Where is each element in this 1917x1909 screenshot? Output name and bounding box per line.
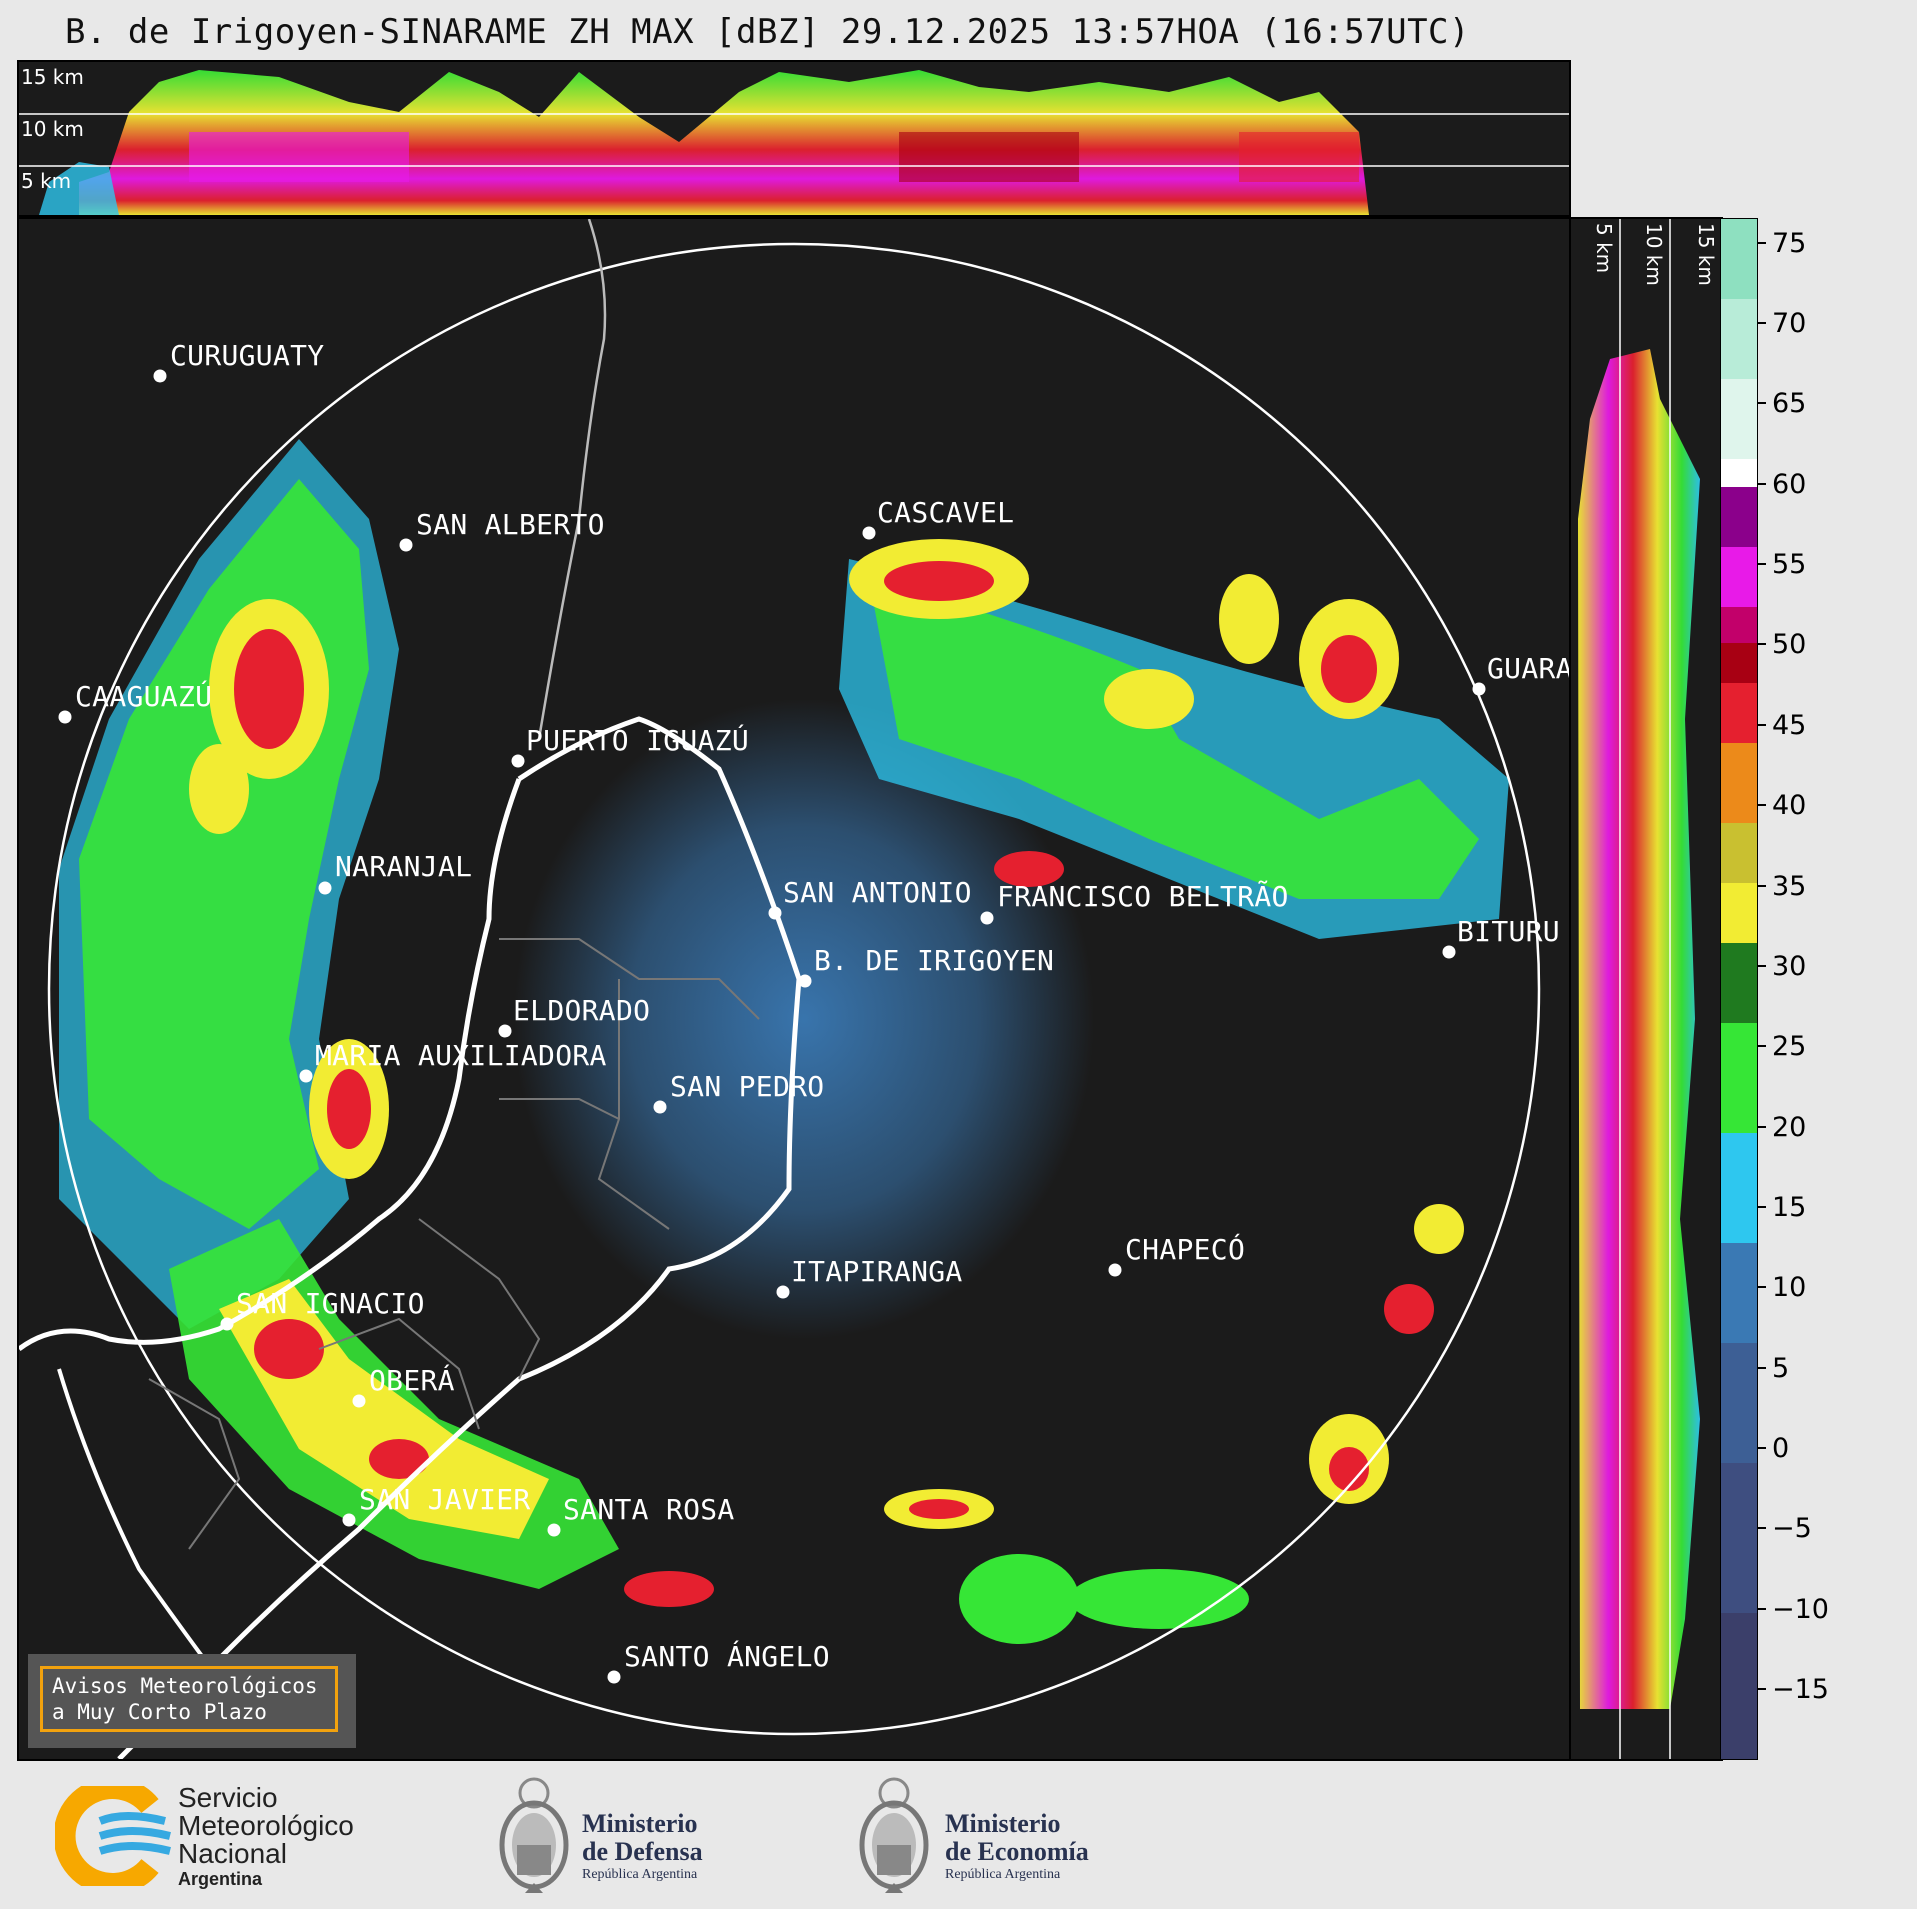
notice-frame: Avisos Meteorológicos a Muy Corto Plazo [40, 1666, 338, 1732]
paraguay-brazil-border [537, 219, 607, 740]
map-title: B. de Irigoyen-SINARAME ZH MAX [dBZ] 29.… [65, 12, 1470, 52]
economia-logo-line-3: República Argentina [945, 1867, 1061, 1882]
right-alt-15km: 15 km [1694, 223, 1718, 286]
colorbar-label-70: 70 [1772, 308, 1807, 339]
notice-line-1: Avisos Meteorológicos [52, 1674, 318, 1698]
colorbar-label-35: 35 [1772, 871, 1807, 902]
top-cross-section-plot [19, 70, 1569, 215]
top-alt-5km: 5 km [21, 169, 72, 193]
city-label-san-ignacio: SAN IGNACIO [236, 1287, 425, 1320]
colorbar-label-55: 55 [1772, 549, 1807, 580]
city-label-san-alberto: SAN ALBERTO [416, 508, 605, 541]
city-label-eldorado: ELDORADO [513, 994, 651, 1027]
ground-clutter [514, 699, 1094, 1339]
colorbar-gradient [1721, 219, 1757, 1759]
colorbar-label-minus10: −10 [1772, 1594, 1829, 1625]
city-label-bituru: BITURU [1457, 915, 1560, 948]
colorbar-label-65: 65 [1772, 388, 1807, 419]
colorbar-label-25: 25 [1772, 1031, 1807, 1062]
radar-map [19, 219, 1541, 1759]
right-alt-10km: 10 km [1642, 223, 1666, 286]
smn-logo-line-3: Nacional [178, 1838, 287, 1869]
dbz-colorbar [1720, 218, 1758, 1760]
city-label-b-de-irigoyen: B. DE IRIGOYEN [814, 944, 1055, 977]
city-label-maria-auxiliadora: MARIA AUXILIADORA [315, 1039, 607, 1072]
city-label-chapeco: CHAPECÓ [1125, 1233, 1246, 1266]
colorbar-label-minus5: −5 [1772, 1513, 1812, 1544]
storm-cells-southwest [169, 1219, 714, 1607]
city-label-guara: GUARA [1487, 652, 1569, 685]
radar-range-ring [47, 242, 1541, 1736]
notice-box: Avisos Meteorológicos a Muy Corto Plazo [28, 1654, 356, 1748]
right-cross-section-panel: 5 km 10 km 15 km [1568, 217, 1723, 1761]
colorbar-label-50: 50 [1772, 629, 1807, 660]
city-label-naranjal: NARANJAL [335, 850, 473, 883]
colorbar-label-75: 75 [1772, 228, 1807, 259]
right-cross-section-plot [1578, 219, 1700, 1759]
right-alt-5km: 5 km [1592, 223, 1616, 274]
city-label-santo-angelo: SANTO ÁNGELO [624, 1640, 830, 1673]
top-alt-10km: 10 km [21, 117, 84, 141]
misiones-border-east [117, 716, 802, 1759]
department-borders [148, 938, 760, 1550]
top-alt-15km: 15 km [21, 65, 84, 89]
storm-cells-southeast [884, 1204, 1464, 1644]
colorbar-label-5: 5 [1772, 1353, 1790, 1384]
city-label-obera: OBERÁ [369, 1364, 455, 1397]
city-label-san-pedro: SAN PEDRO [670, 1070, 825, 1103]
storm-cells-northeast [839, 539, 1509, 939]
colorbar-label-minus15: −15 [1772, 1674, 1829, 1705]
argentina-coat-of-arms-icon [859, 1777, 929, 1893]
city-label-francisco-beltrao: FRANCISCO BELTRÃO [997, 880, 1289, 913]
colorbar-label-10: 10 [1772, 1272, 1807, 1303]
storm-cells-west [59, 439, 399, 1329]
defensa-logo-line-1: Ministerio [582, 1809, 698, 1838]
economia-logo-line-2: de Economía [945, 1837, 1089, 1866]
city-label-caaguazu: CAAGUAZÚ [75, 680, 213, 713]
city-label-puerto-iguazu: PUERTO IGUAZÚ [526, 724, 750, 757]
city-label-itapiranga: ITAPIRANGA [791, 1255, 963, 1288]
city-label-san-javier: SAN JAVIER [359, 1483, 531, 1516]
colorbar-label-15: 15 [1772, 1192, 1807, 1223]
defensa-logo-line-3: República Argentina [582, 1867, 698, 1882]
colorbar-label-45: 45 [1772, 710, 1807, 741]
defensa-logo-line-2: de Defensa [582, 1837, 703, 1866]
footer-logos: Servicio Meteorológico Nacional Argentin… [0, 1760, 1917, 1909]
city-label-cascavel: CASCAVEL [877, 496, 1015, 529]
colorbar-label-60: 60 [1772, 469, 1807, 500]
economia-logo-line-1: Ministerio [945, 1809, 1061, 1838]
colorbar-label-0: 0 [1772, 1433, 1790, 1464]
colorbar-label-40: 40 [1772, 790, 1807, 821]
smn-logo-line-1: Servicio [178, 1782, 278, 1813]
argentina-coat-of-arms-icon [499, 1777, 569, 1893]
city-markers [58, 369, 1486, 1684]
smn-logo-line-2: Meteorológico [178, 1810, 354, 1841]
radar-map-panel[interactable]: CURUGUATY SAN ALBERTO CAAGUAZÚ PUERTO IG… [17, 217, 1571, 1761]
smn-logo-icon [55, 1786, 171, 1886]
top-cross-section-panel: 15 km 10 km 5 km [17, 60, 1571, 217]
city-label-santa-rosa: SANTA ROSA [563, 1493, 735, 1526]
notice-line-2: a Muy Corto Plazo [52, 1700, 267, 1724]
misiones-border-west [19, 778, 522, 1352]
colorbar-label-30: 30 [1772, 951, 1807, 982]
colorbar-label-20: 20 [1772, 1112, 1807, 1143]
smn-logo-line-4: Argentina [178, 1869, 263, 1889]
corrientes-border [57, 1368, 221, 1681]
city-label-san-antonio: SAN ANTONIO [783, 876, 972, 909]
city-label-curuguaty: CURUGUATY [170, 339, 325, 372]
